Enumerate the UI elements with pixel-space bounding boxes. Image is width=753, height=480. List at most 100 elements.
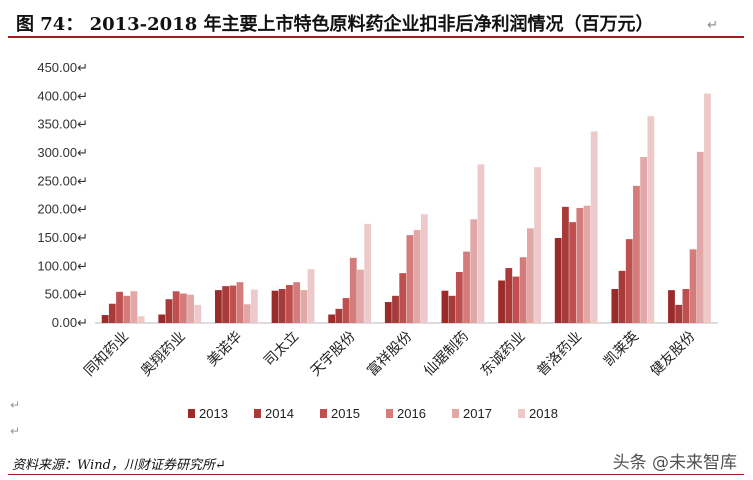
legend-swatch xyxy=(518,409,525,418)
x-tick-label: 东诚药业 xyxy=(478,329,529,380)
bar-2016 xyxy=(349,257,357,323)
bar-2016 xyxy=(179,293,187,323)
paragraph-mark: ↵ xyxy=(10,424,21,438)
watermark: 头条 @未来智库 xyxy=(612,453,737,473)
title-bar: 图 74： 2013-2018 年主要上市特色原料药企业扣非后净利润情况（百万元… xyxy=(8,6,744,38)
bar-2015 xyxy=(342,298,350,323)
bar-2013 xyxy=(384,302,392,323)
bar-2014 xyxy=(222,286,229,323)
x-tick-label: 仙琚制药 xyxy=(421,329,472,380)
bar-2015 xyxy=(172,291,180,323)
bar-2015 xyxy=(116,291,123,323)
bar-2018 xyxy=(420,214,428,323)
bar-2013 xyxy=(611,289,619,323)
bar-2014 xyxy=(392,295,399,323)
title-mark: ↵ xyxy=(707,18,718,33)
bar-2018 xyxy=(704,93,711,323)
bar-2017 xyxy=(526,228,534,323)
bar-2018 xyxy=(194,304,202,323)
bar-2015 xyxy=(286,285,293,323)
bar-2018 xyxy=(250,289,258,323)
footer-rule xyxy=(8,474,744,475)
x-tick-label: 美诺华 xyxy=(204,329,245,370)
bar-2013 xyxy=(498,280,505,323)
bar-2013 xyxy=(101,315,109,323)
bar-2018 xyxy=(364,223,372,323)
bar-2014 xyxy=(108,303,116,323)
source-note: 资料来源：Wind，川财证券研究所↵ xyxy=(12,458,226,473)
bar-2015 xyxy=(399,273,407,323)
legend-label: 2014 xyxy=(265,406,294,421)
bar-2014 xyxy=(278,289,286,323)
x-tick-label: 富祥股份 xyxy=(364,328,416,380)
bar-2016 xyxy=(576,207,584,323)
bar-2017 xyxy=(243,304,251,323)
bar-2018 xyxy=(534,167,541,323)
x-tick-label: 天宇股份 xyxy=(308,329,359,380)
bar-2013 xyxy=(554,238,562,323)
figure-title: 图 74： 2013-2018 年主要上市特色原料药企业扣非后净利润情况（百万元… xyxy=(16,14,654,35)
y-tick-label: 100.00↵ xyxy=(37,258,88,273)
bar-2017 xyxy=(187,294,194,323)
x-tick-label: 健友股份 xyxy=(648,329,699,380)
bar-2016 xyxy=(236,282,244,323)
y-tick-label: 400.00↵ xyxy=(37,88,88,103)
bar-2015 xyxy=(512,276,520,323)
bar-2018 xyxy=(477,164,485,323)
bar-2013 xyxy=(271,290,279,323)
bar-2014 xyxy=(562,206,569,323)
x-tick-label: 普洛药业 xyxy=(534,329,585,380)
y-tick-label: 350.00↵ xyxy=(37,117,88,132)
legend-label: 2015 xyxy=(331,406,360,421)
bar-2015 xyxy=(625,239,633,323)
bar-2018 xyxy=(307,269,315,323)
bar-2016 xyxy=(406,235,414,323)
x-tick-label: 奥翔药业 xyxy=(137,328,189,380)
bar-2014 xyxy=(505,268,513,323)
bar-2014 xyxy=(675,304,683,323)
legend-swatch xyxy=(386,409,393,418)
legend-label: 2013 xyxy=(199,406,228,421)
bar-2014 xyxy=(165,299,173,323)
legend-swatch xyxy=(320,409,327,418)
bar-2014 xyxy=(335,308,343,323)
bar-2017 xyxy=(357,269,364,323)
bar-2016 xyxy=(123,295,131,323)
bar-2017 xyxy=(583,205,591,323)
bar-2016 xyxy=(633,185,640,323)
bar-chart: 0.00↵ 50.00↵ 100.00↵ 150.00↵ 200.00↵ 250.00↵ 3… xyxy=(37,60,718,421)
x-tick-label: 司太立 xyxy=(261,329,302,370)
bar-2017 xyxy=(300,290,308,323)
bar-2017 xyxy=(470,219,478,323)
bar-2014 xyxy=(448,295,456,323)
y-tick-label: 150.00↵ xyxy=(37,230,88,245)
bar-2016 xyxy=(463,251,470,323)
bar-2017 xyxy=(413,230,421,323)
bar-2015 xyxy=(569,222,577,323)
bar-2013 xyxy=(668,290,675,323)
bar-2017 xyxy=(696,151,704,323)
paragraph-mark: ↵ xyxy=(10,398,21,412)
bar-2015 xyxy=(229,285,237,323)
legend-swatch xyxy=(452,409,459,418)
bar-2015 xyxy=(455,272,463,323)
legend-swatch xyxy=(188,409,195,418)
bar-2013 xyxy=(214,290,222,323)
bar-2013 xyxy=(158,314,166,323)
bar-2014 xyxy=(618,270,626,323)
bar-2018 xyxy=(137,316,145,323)
x-tick-label: 同和药业 xyxy=(81,329,132,380)
bar-2016 xyxy=(519,257,527,323)
y-tick-label: 300.00↵ xyxy=(37,145,88,160)
legend-label: 2017 xyxy=(463,406,492,421)
legend-label: 2016 xyxy=(397,406,426,421)
legend-label: 2018 xyxy=(529,406,558,421)
y-tick-label: 200.00↵ xyxy=(37,202,88,217)
y-tick-label: 0.00↵ xyxy=(52,315,88,330)
bar-2018 xyxy=(590,131,598,323)
bar-2013 xyxy=(328,314,336,323)
bar-2015 xyxy=(682,289,690,323)
bar-2013 xyxy=(441,290,449,323)
x-tick-label: 凯莱英 xyxy=(600,328,642,370)
bar-2017 xyxy=(130,291,138,323)
